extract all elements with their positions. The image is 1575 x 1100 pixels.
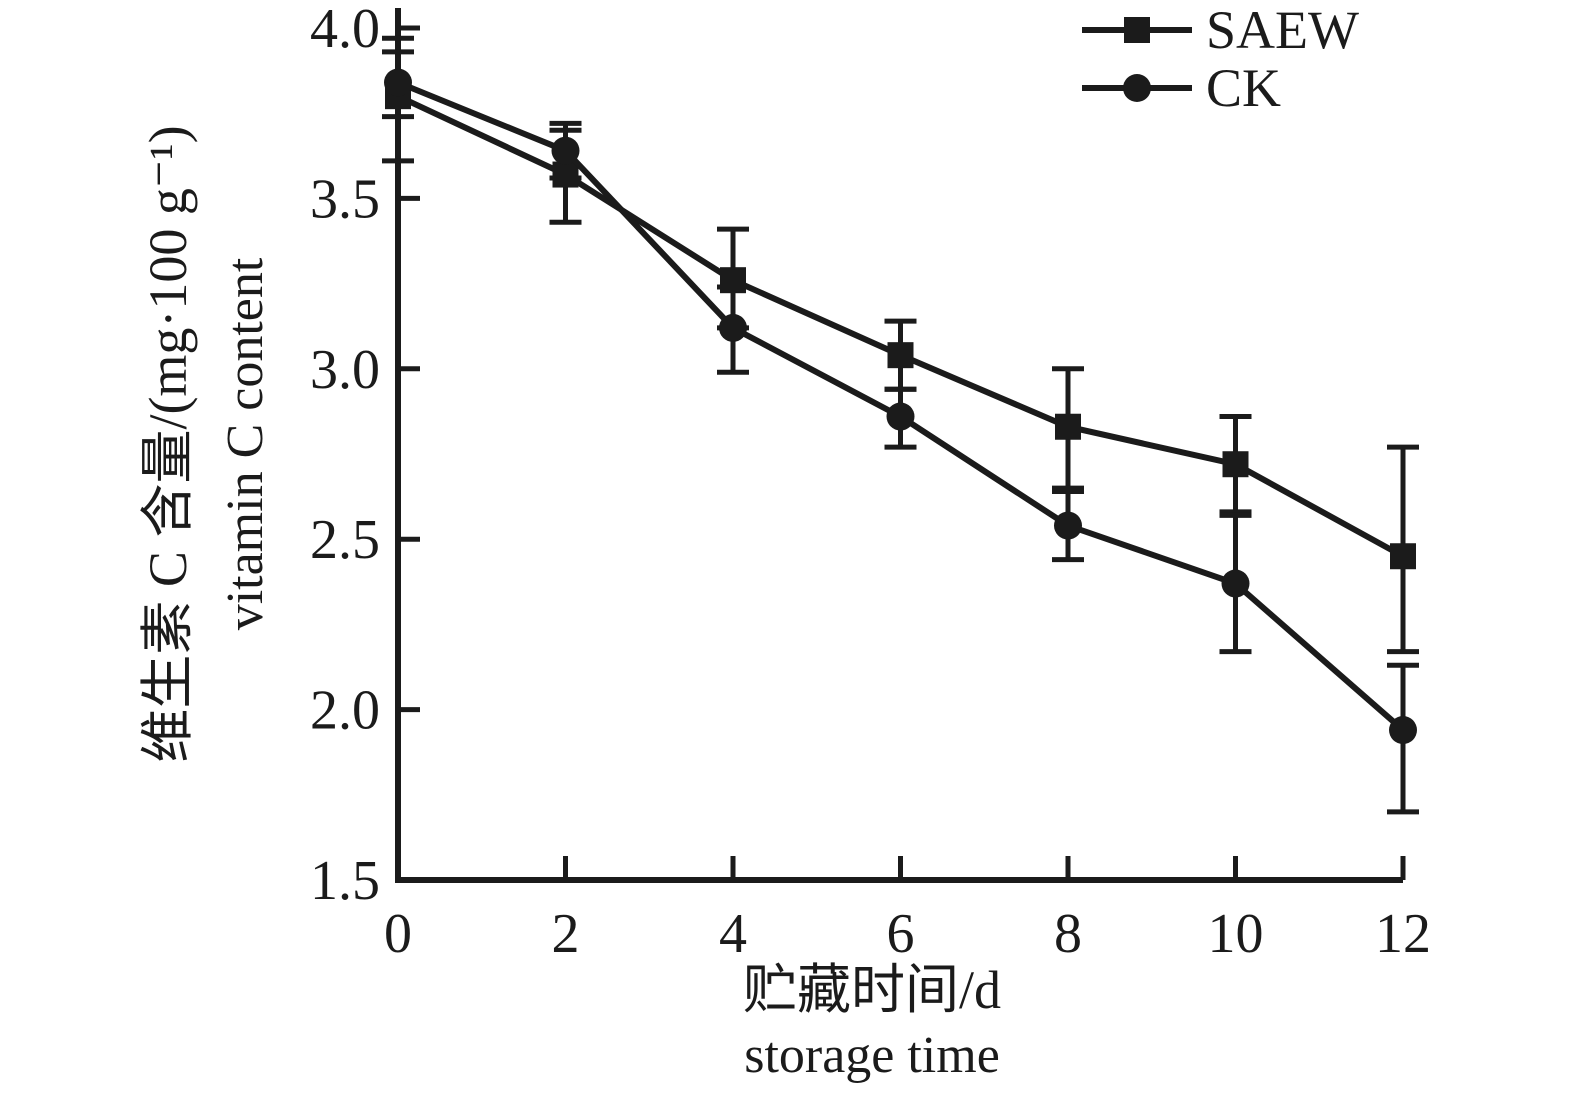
circle-marker (1389, 716, 1417, 745)
x-tick-label: 8 (1054, 903, 1082, 965)
square-marker (1055, 413, 1081, 440)
circle-marker (886, 402, 915, 431)
x-tick-label: 2 (552, 903, 580, 965)
y-tick-label: 4.0 (310, 0, 380, 60)
x-tick-label: 12 (1375, 903, 1431, 965)
series-saew (382, 35, 1419, 655)
circle-marker (1221, 569, 1250, 598)
legend-item-saew: SAEW (1082, 0, 1359, 60)
legend-item-ck: CK (1082, 58, 1281, 118)
y-tick-label: 2.5 (310, 509, 380, 571)
circle-marker (719, 313, 747, 342)
x-tick-label: 0 (384, 903, 412, 965)
y-tick-label: 3.0 (310, 339, 380, 401)
x-axis-label-en: storage time (744, 1027, 1000, 1084)
circle-marker (384, 68, 412, 97)
square-marker (1222, 451, 1249, 478)
series-ck (382, 49, 1419, 815)
y-tick-label: 3.5 (310, 168, 380, 230)
square-marker (1124, 17, 1150, 43)
x-axis-label-zh: 贮藏时间/d (743, 960, 1001, 1020)
x-tick-label: 6 (887, 903, 915, 965)
square-marker (887, 342, 914, 369)
y-axis-label-zh: 维生素 C 含量/(mg·100 g⁻¹) (138, 125, 198, 762)
legend-label: CK (1206, 58, 1281, 118)
y-axis-label-en: vitamin C content (217, 257, 274, 630)
y-tick-label: 2.0 (310, 680, 380, 742)
circle-marker (1054, 511, 1082, 540)
circle-marker (551, 136, 580, 165)
circle-marker (1123, 74, 1151, 102)
legend-label: SAEW (1206, 0, 1359, 60)
y-tick-label: 1.5 (310, 850, 380, 912)
x-tick-label: 4 (719, 903, 747, 965)
x-tick-label: 10 (1208, 903, 1264, 965)
square-marker (1390, 543, 1416, 570)
axes: 1.5 2.0 2.5 3.0 3.5 4.0 0 2 4 6 8 10 12 (310, 0, 1431, 965)
